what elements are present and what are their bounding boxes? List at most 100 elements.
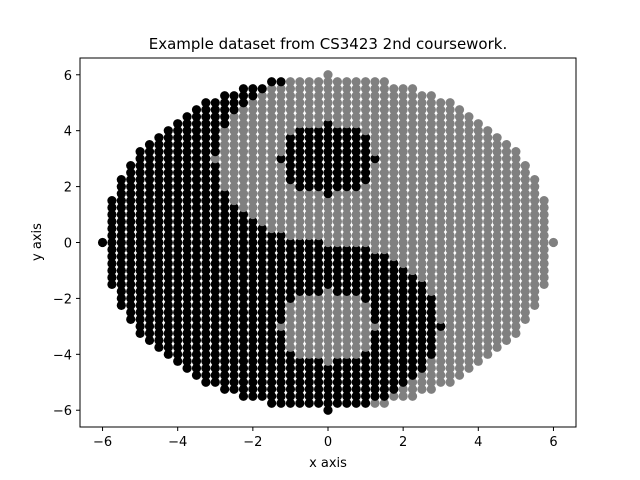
data-point-light xyxy=(238,195,249,206)
data-point-dark xyxy=(126,181,136,192)
data-point-light xyxy=(501,147,512,157)
data-point-dark xyxy=(248,377,258,387)
data-point-light xyxy=(295,216,305,227)
data-point-light xyxy=(445,328,455,338)
data-point-light xyxy=(511,321,521,331)
data-point-dark xyxy=(323,181,333,192)
data-point-light xyxy=(464,133,474,143)
data-point-light xyxy=(323,356,333,366)
data-point-dark xyxy=(342,377,352,387)
data-point-dark xyxy=(426,307,436,317)
data-point-dark xyxy=(370,265,380,276)
data-point-light xyxy=(464,244,474,255)
data-point-light xyxy=(445,279,455,290)
data-point-light xyxy=(360,195,371,206)
data-point-light xyxy=(548,237,559,248)
data-point-light xyxy=(426,181,436,192)
data-point-dark xyxy=(144,279,155,290)
data-point-light xyxy=(323,342,333,352)
data-point-dark xyxy=(267,300,277,310)
data-point-dark xyxy=(201,126,211,136)
data-point-light xyxy=(501,237,512,248)
data-point-dark xyxy=(389,300,399,310)
data-point-dark xyxy=(182,307,192,317)
data-point-dark xyxy=(267,279,277,290)
data-point-light xyxy=(426,216,436,227)
data-point-dark xyxy=(107,237,117,248)
data-point-dark xyxy=(191,133,202,143)
data-point-light xyxy=(285,342,296,352)
data-point-light xyxy=(454,140,465,150)
data-point-light xyxy=(436,105,446,115)
data-point-dark xyxy=(163,258,173,269)
data-point-dark xyxy=(276,300,286,310)
data-point-light xyxy=(314,202,324,213)
data-point-dark xyxy=(182,209,192,220)
data-point-dark xyxy=(379,300,389,310)
data-point-dark xyxy=(144,244,155,255)
data-point-dark xyxy=(126,265,136,276)
data-point-light xyxy=(501,300,512,310)
data-point-dark xyxy=(267,272,277,283)
data-point-dark xyxy=(182,363,192,373)
data-point-dark xyxy=(295,244,305,255)
x-tick-label: 0 xyxy=(324,435,332,450)
data-point-light xyxy=(492,335,502,345)
data-point-dark xyxy=(182,244,192,255)
data-point-dark xyxy=(360,363,371,373)
data-point-dark xyxy=(220,216,230,227)
data-point-light xyxy=(276,98,286,108)
data-point-dark xyxy=(182,133,192,143)
data-point-dark xyxy=(201,370,211,380)
data-point-light xyxy=(351,349,361,359)
data-point-light xyxy=(530,237,540,248)
data-point-dark xyxy=(323,161,333,171)
data-point-light xyxy=(417,265,427,276)
data-point-dark xyxy=(163,161,173,171)
data-point-light xyxy=(511,244,521,255)
data-point-light xyxy=(304,84,314,94)
data-point-dark xyxy=(398,377,408,387)
data-point-dark xyxy=(154,133,164,143)
data-point-dark xyxy=(314,363,324,373)
data-point-dark xyxy=(314,154,324,164)
data-point-light xyxy=(492,133,502,143)
data-point-dark xyxy=(191,140,202,150)
data-point-dark xyxy=(201,98,211,108)
data-point-dark xyxy=(332,251,342,262)
data-point-dark xyxy=(182,202,192,213)
data-point-dark xyxy=(276,307,286,317)
data-point-dark xyxy=(248,342,258,352)
data-point-light xyxy=(473,140,483,150)
data-point-light xyxy=(295,328,305,338)
data-point-dark xyxy=(389,293,399,304)
data-point-dark xyxy=(238,84,249,94)
data-point-light xyxy=(379,147,389,157)
data-point-light xyxy=(342,314,352,324)
data-point-dark xyxy=(191,126,202,136)
data-point-dark xyxy=(163,147,173,157)
data-point-dark xyxy=(323,188,333,199)
data-point-dark xyxy=(379,384,389,394)
data-point-dark xyxy=(173,258,183,269)
data-point-dark xyxy=(201,307,211,317)
data-point-dark xyxy=(182,314,192,324)
data-point-light xyxy=(436,272,446,283)
data-point-light xyxy=(520,286,530,297)
data-point-dark xyxy=(116,237,126,248)
data-point-dark xyxy=(201,265,211,276)
data-point-dark xyxy=(210,230,220,241)
data-point-dark xyxy=(210,244,220,255)
data-point-dark xyxy=(295,181,305,192)
data-point-light xyxy=(520,300,530,310)
data-point-dark xyxy=(135,195,145,206)
data-point-dark xyxy=(360,168,371,178)
data-point-light xyxy=(407,112,418,122)
data-point-dark xyxy=(304,377,314,387)
data-point-dark xyxy=(314,286,324,297)
data-point-light xyxy=(539,272,549,283)
data-point-light xyxy=(417,140,427,150)
data-point-dark xyxy=(370,154,380,164)
